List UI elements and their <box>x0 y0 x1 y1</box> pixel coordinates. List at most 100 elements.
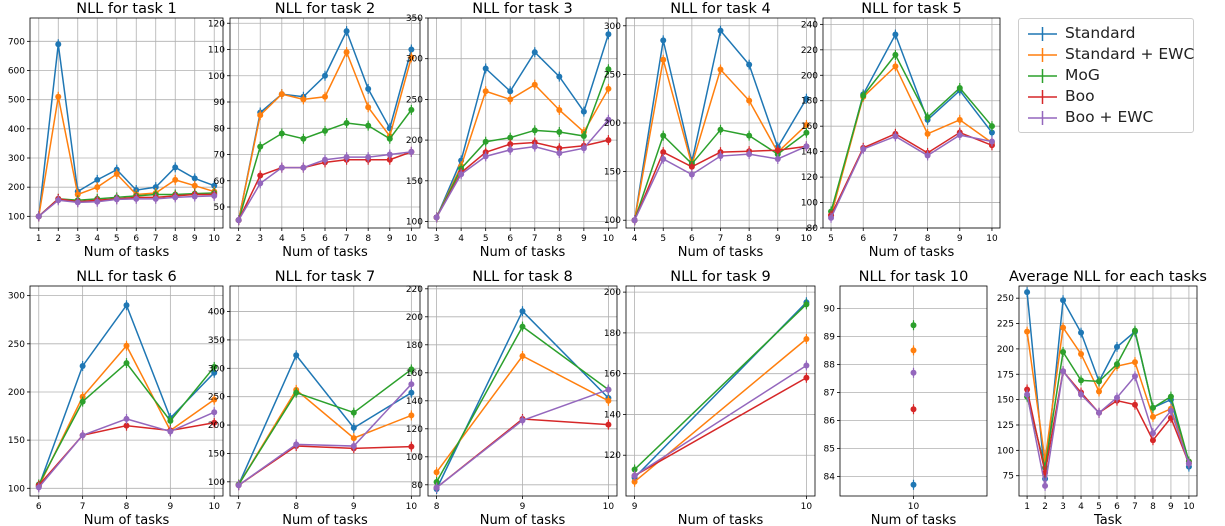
data-point <box>605 421 612 428</box>
data-point <box>1060 324 1067 331</box>
y-tick-label: 180 <box>406 341 423 351</box>
series-boo-plus-ewc <box>433 114 612 223</box>
data-point <box>74 199 81 206</box>
data-point <box>631 472 638 479</box>
x-tick-label: 10 <box>603 234 615 244</box>
x-tick-label: 7 <box>1132 502 1138 512</box>
x-tick-label: 10 <box>209 234 221 244</box>
y-tick-label: 400 <box>8 125 25 135</box>
data-point <box>123 342 130 349</box>
x-tick-label: 4 <box>94 234 100 244</box>
data-point <box>211 409 218 416</box>
data-point <box>892 133 899 140</box>
y-tick-label: 200 <box>997 345 1014 355</box>
data-point <box>956 85 963 91</box>
data-point <box>910 369 917 376</box>
series-line-standard-plus-ewc <box>237 388 412 486</box>
y-tick-label: 80 <box>214 124 226 134</box>
x-tick-label: 9 <box>1168 502 1174 512</box>
x-tick-label: 9 <box>192 234 198 244</box>
data-point <box>113 171 120 178</box>
data-point <box>172 176 179 183</box>
x-axis-label: Num of tasks <box>84 245 170 260</box>
data-point <box>631 217 638 224</box>
data-point <box>507 141 514 148</box>
chart-title: NLL for task 5 <box>861 1 962 17</box>
x-tick-label: 10 <box>209 502 221 512</box>
y-tick-label: 200 <box>604 119 621 129</box>
y-tick-label: 200 <box>208 421 225 431</box>
data-point <box>79 398 86 405</box>
x-tick-label: 9 <box>775 234 781 244</box>
data-point <box>660 132 667 139</box>
data-point <box>988 123 995 130</box>
data-point <box>556 128 563 135</box>
series-line-boo-plus-ewc <box>830 134 993 219</box>
y-tick-label: 87 <box>824 388 835 398</box>
legend-marker-standard <box>1028 27 1057 41</box>
y-tick-label: 180 <box>604 329 621 339</box>
y-tick-label: 200 <box>8 183 25 193</box>
y-tick-label: 100 <box>8 212 25 222</box>
data-point <box>605 116 612 123</box>
x-tick-label: 2 <box>55 234 61 244</box>
data-point <box>278 164 285 171</box>
axes-frame <box>1018 285 1198 497</box>
data-point <box>350 424 357 431</box>
data-point <box>860 146 867 153</box>
x-tick-label: 4 <box>632 234 638 244</box>
data-point <box>482 65 489 72</box>
chart-title: NLL for task 2 <box>275 1 376 17</box>
data-point <box>300 135 307 142</box>
data-point <box>1149 413 1156 420</box>
data-point <box>55 197 62 204</box>
x-tick-label: 6 <box>1114 502 1120 512</box>
data-point <box>94 198 101 205</box>
data-point <box>1078 329 1085 336</box>
y-tick-label: 200 <box>406 313 423 323</box>
data-point <box>910 322 917 329</box>
x-tick-label: 8 <box>434 502 440 512</box>
data-point <box>211 396 218 403</box>
y-tick-label: 84 <box>824 472 836 482</box>
axes-frame <box>427 17 618 229</box>
data-point <box>1024 391 1031 398</box>
data-point <box>988 129 995 136</box>
x-tick-label: 10 <box>986 234 998 244</box>
x-tick-label: 10 <box>908 502 920 512</box>
data-point <box>386 156 393 163</box>
y-tick-label: 140 <box>801 148 818 158</box>
data-point <box>113 196 120 203</box>
data-point <box>1113 361 1120 368</box>
data-point <box>1113 343 1120 350</box>
series-boo-plus-ewc <box>35 407 218 493</box>
data-point <box>803 129 810 136</box>
data-point <box>605 66 612 73</box>
data-point <box>507 134 514 141</box>
series-boo <box>235 441 415 491</box>
y-tick-label: 350 <box>208 336 225 346</box>
x-axis-label: Num of tasks <box>871 513 957 526</box>
data-point <box>191 175 198 182</box>
series-line-standard <box>38 44 215 217</box>
series-line-boo <box>634 377 807 477</box>
data-point <box>1131 359 1138 366</box>
data-point <box>1042 482 1049 489</box>
legend: Standard Standard + EWC MoG Boo Boo + EW… <box>1018 18 1194 133</box>
data-point <box>717 66 724 73</box>
data-point <box>924 152 931 159</box>
x-tick-label: 5 <box>483 234 489 244</box>
data-point <box>211 182 218 189</box>
chart-panel-7: 7 8 9 10 100 150 200 250 300 350 400 NLL for task 7… <box>208 269 421 526</box>
y-tick-label: 75 <box>1003 472 1014 482</box>
data-point <box>519 308 526 315</box>
y-tick-label: 180 <box>801 97 818 107</box>
data-point <box>211 363 218 370</box>
data-point <box>1078 350 1085 357</box>
data-point <box>343 28 350 35</box>
data-point <box>1096 409 1103 416</box>
y-tick-label: 125 <box>997 421 1014 431</box>
x-tick-label: 5 <box>828 234 834 244</box>
series-standard <box>433 29 612 223</box>
y-tick-label: 240 <box>801 20 818 30</box>
